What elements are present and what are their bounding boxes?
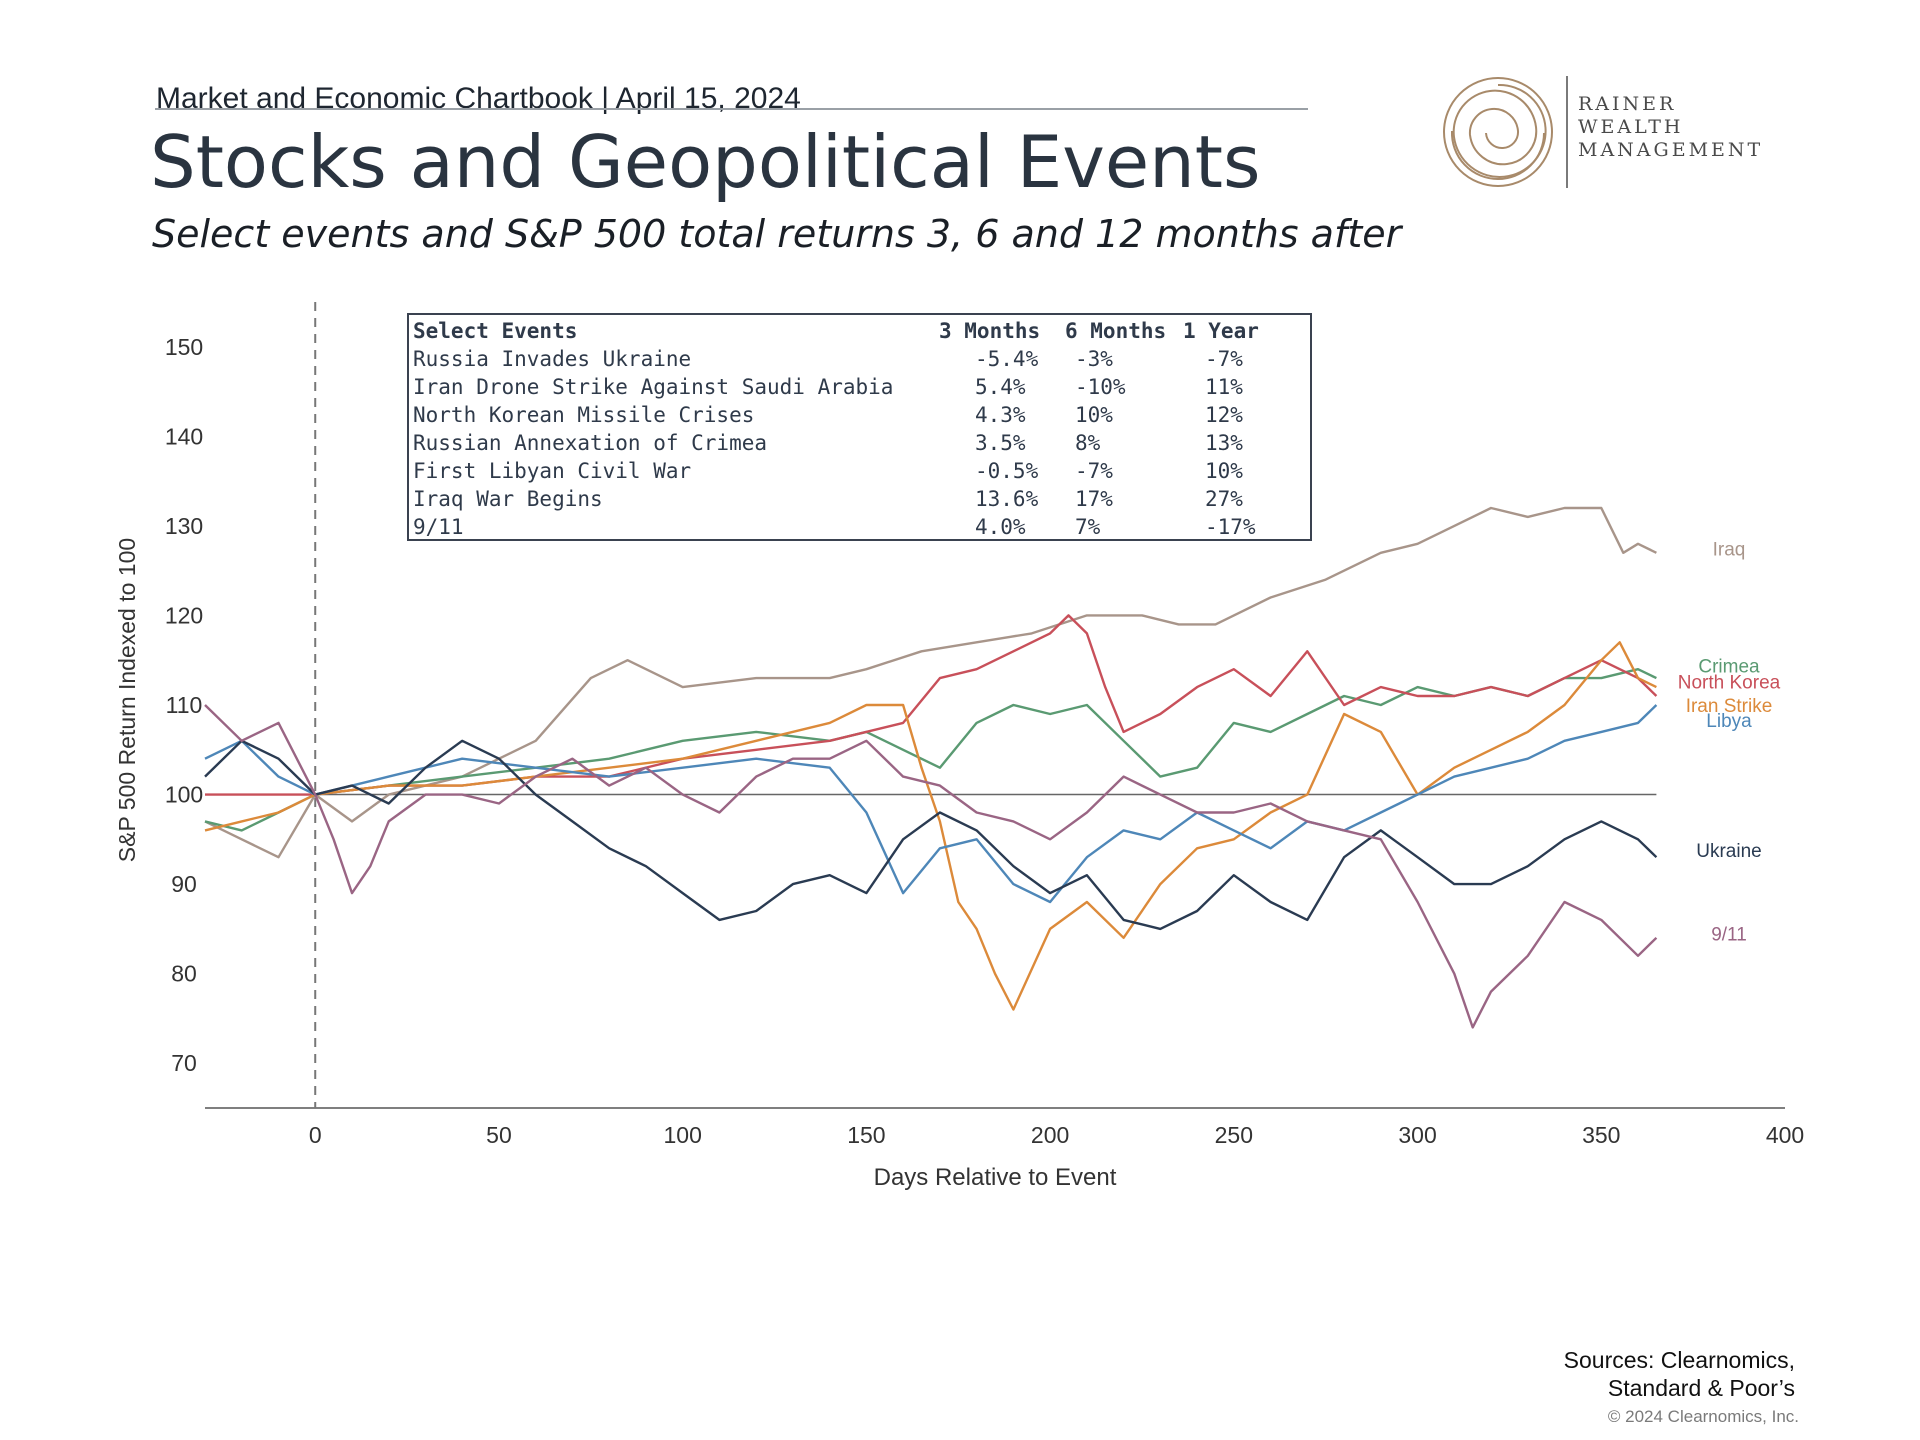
event-name-cell: Russia Invades Ukraine <box>413 347 692 371</box>
return-cell: 13.6% <box>975 487 1039 511</box>
table-row: Iraq War Begins 13.6% 17% 27% <box>411 487 1312 515</box>
event-name-cell: Iraq War Begins <box>413 487 603 511</box>
series-line-libya <box>204 704 1658 904</box>
table-header-cell: Select Events <box>413 319 578 343</box>
logo-line: WEALTH <box>1578 116 1684 138</box>
copyright: © 2024 Clearnomics, Inc. <box>1607 1407 1799 1426</box>
table-header-cell: 3 Months <box>939 319 1041 343</box>
return-cell: 3.5% <box>975 431 1026 455</box>
x-axis-label: Days Relative to Event <box>874 1164 1117 1191</box>
x-tick-label: 100 <box>663 1122 701 1148</box>
return-cell: -3% <box>1075 347 1113 371</box>
series-line-ukraine <box>204 739 1658 931</box>
y-tick-label: 100 <box>165 782 203 808</box>
return-cell: 12% <box>1205 403 1243 427</box>
x-tick-label: 250 <box>1215 1122 1253 1148</box>
series-line-iran-strike <box>204 641 1657 1011</box>
sources-note: Sources: Clearnomics, Standard & Poor’s <box>1564 1346 1795 1402</box>
series-label: Crimea <box>1698 657 1760 678</box>
return-cell: -5.4% <box>975 347 1039 371</box>
return-cell: 5.4% <box>975 375 1026 399</box>
logo-divider <box>1566 76 1568 188</box>
event-name-cell: First Libyan Civil War <box>413 459 692 483</box>
return-cell: 7% <box>1075 515 1101 539</box>
series-line-9-11 <box>204 704 1658 1029</box>
return-cell: 13% <box>1205 431 1243 455</box>
series-label: North Korea <box>1678 673 1781 694</box>
x-tick-label: 300 <box>1398 1122 1436 1148</box>
table-header-cell: 6 Months <box>1065 319 1167 343</box>
series-label: Iran Strike <box>1686 696 1773 717</box>
return-cell: -17% <box>1205 515 1256 539</box>
sources-line: Standard & Poor’s <box>1607 1375 1795 1401</box>
y-tick-label: 80 <box>171 961 197 987</box>
return-cell: 11% <box>1205 375 1243 399</box>
return-cell: -10% <box>1075 375 1126 399</box>
y-axis-label: S&P 500 Return Indexed to 100 <box>114 538 140 862</box>
event-name-cell: 9/11 <box>413 515 464 539</box>
return-cell: 10% <box>1205 459 1243 483</box>
table-row: North Korean Missile Crises 4.3% 10% 12% <box>411 403 1312 431</box>
x-tick-label: 150 <box>847 1122 885 1148</box>
logo-line: MANAGEMENT <box>1578 139 1764 161</box>
logo-wordmark: RAINER WEALTH MANAGEMENT <box>1578 93 1763 162</box>
event-name-cell: Russian Annexation of Crimea <box>413 431 768 455</box>
return-cell: 4.0% <box>975 515 1026 539</box>
series-line-crimea <box>204 668 1657 832</box>
y-tick-label: 140 <box>165 423 203 449</box>
logo-line: RAINER <box>1578 93 1677 115</box>
series-line-north-korea <box>205 614 1658 796</box>
header-divider <box>155 108 1308 110</box>
series-line-iraq <box>204 506 1657 859</box>
x-tick-label: 0 <box>309 1122 322 1148</box>
y-tick-label: 150 <box>165 334 203 360</box>
table-row: 9/11 4.0% 7% -17% <box>411 515 1312 543</box>
y-tick-label: 90 <box>171 871 197 897</box>
table-row: Russia Invades Ukraine -5.4% -3% -7% <box>411 347 1312 375</box>
return-cell: 8% <box>1075 431 1101 455</box>
event-name-cell: North Korean Missile Crises <box>413 403 755 427</box>
series-label: Iraq <box>1713 539 1746 560</box>
table-row: Iran Drone Strike Against Saudi Arabia 5.… <box>411 375 1312 403</box>
table-header-cell: 1 Year <box>1183 319 1259 343</box>
series-label: Libya <box>1706 711 1752 732</box>
x-tick-label: 200 <box>1031 1122 1069 1148</box>
return-cell: 27% <box>1205 487 1243 511</box>
return-cell: 17% <box>1075 487 1113 511</box>
table-row: Russian Annexation of Crimea 3.5% 8% 13% <box>411 431 1312 459</box>
page-title: Stocks and Geopolitical Events <box>150 120 1261 204</box>
return-cell: -7% <box>1205 347 1243 371</box>
rainer-logo-icon <box>1443 77 1553 187</box>
sources-line: Sources: Clearnomics, <box>1563 1347 1795 1373</box>
y-tick-label: 70 <box>171 1050 197 1076</box>
x-tick-label: 50 <box>486 1122 512 1148</box>
x-tick-label: 400 <box>1766 1122 1804 1148</box>
y-tick-label: 110 <box>166 692 203 718</box>
return-cell: -0.5% <box>975 459 1039 483</box>
page-subtitle: Select events and S&P 500 total returns … <box>152 212 1402 256</box>
series-label: 9/11 <box>1711 924 1747 945</box>
event-name-cell: Iran Drone Strike Against Saudi Arabia <box>413 375 894 399</box>
events-table: Select Events 3 Months 6 Months 1 Year R… <box>407 313 1312 541</box>
table-header-row: Select Events 3 Months 6 Months 1 Year <box>411 319 1312 347</box>
x-tick-label: 350 <box>1582 1122 1620 1148</box>
return-cell: 4.3% <box>975 403 1026 427</box>
y-tick-label: 120 <box>165 602 203 628</box>
return-cell: 10% <box>1075 403 1113 427</box>
y-tick-label: 130 <box>165 513 203 539</box>
series-label: Ukraine <box>1696 841 1761 862</box>
table-row: First Libyan Civil War -0.5% -7% 10% <box>411 459 1312 487</box>
return-cell: -7% <box>1075 459 1113 483</box>
